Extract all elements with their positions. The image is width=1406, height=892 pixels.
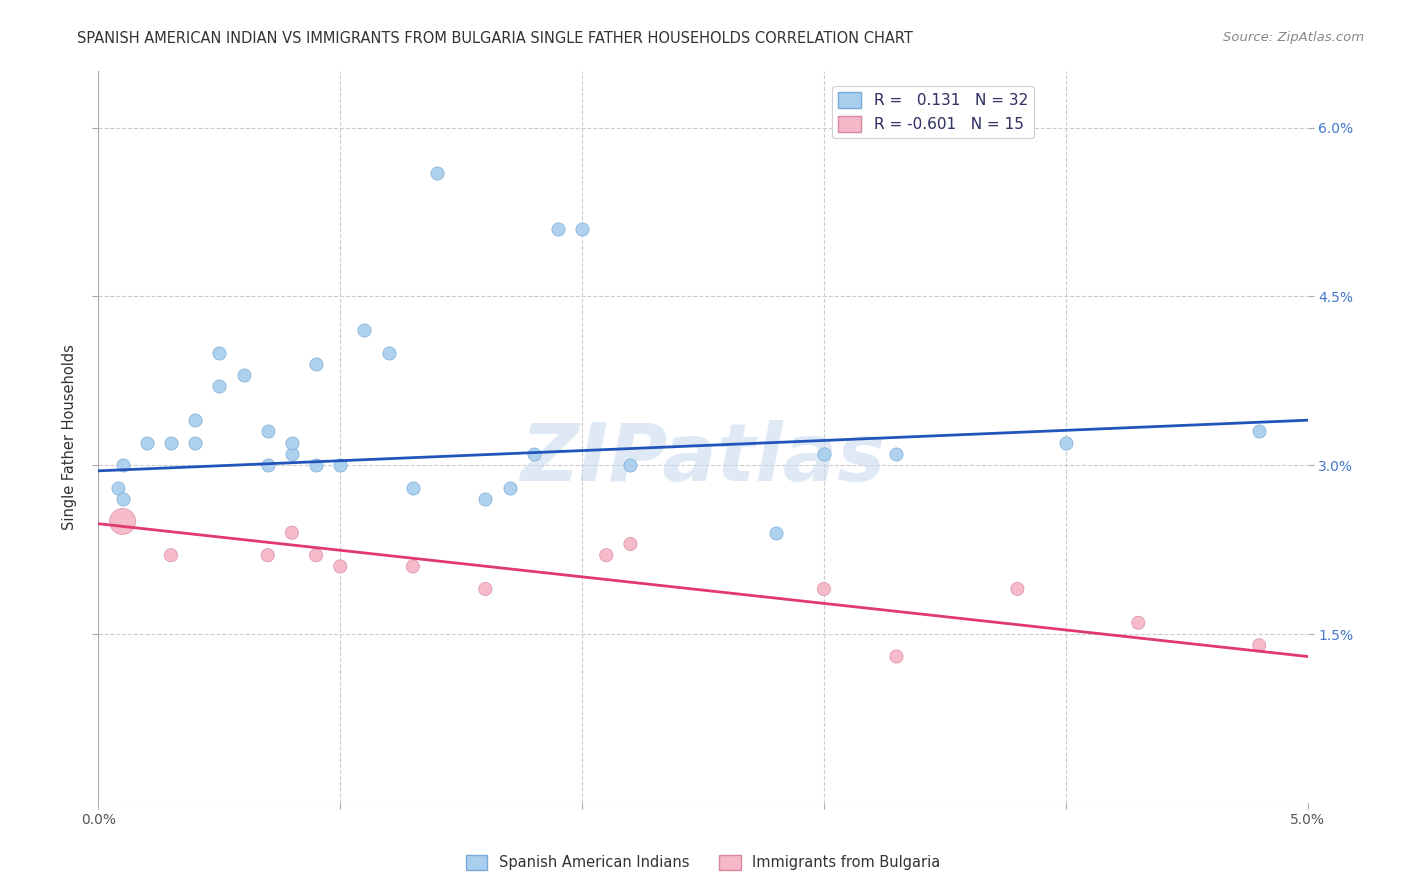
Point <box>1128 615 1150 630</box>
Point <box>498 481 520 495</box>
Point <box>281 525 304 540</box>
Point <box>160 435 183 450</box>
Text: Source: ZipAtlas.com: Source: ZipAtlas.com <box>1223 31 1364 45</box>
Point <box>426 166 449 180</box>
Point <box>619 458 641 473</box>
Text: ZIPatlas: ZIPatlas <box>520 420 886 498</box>
Point <box>571 222 593 236</box>
Point <box>886 447 908 461</box>
Point <box>184 413 207 427</box>
Text: SPANISH AMERICAN INDIAN VS IMMIGRANTS FROM BULGARIA SINGLE FATHER HOUSEHOLDS COR: SPANISH AMERICAN INDIAN VS IMMIGRANTS FR… <box>77 31 914 46</box>
Point <box>595 548 617 562</box>
Point <box>377 345 399 359</box>
Point <box>619 537 641 551</box>
Point <box>135 435 157 450</box>
Point <box>547 222 569 236</box>
Point <box>305 548 328 562</box>
Point <box>1249 638 1271 652</box>
Point <box>1249 425 1271 439</box>
Point <box>107 481 129 495</box>
Point <box>281 447 304 461</box>
Point <box>256 425 278 439</box>
Y-axis label: Single Father Households: Single Father Households <box>62 344 77 530</box>
Point <box>232 368 254 383</box>
Point <box>813 582 835 596</box>
Point <box>813 447 835 461</box>
Point <box>256 548 278 562</box>
Legend: Spanish American Indians, Immigrants from Bulgaria: Spanish American Indians, Immigrants fro… <box>460 848 946 876</box>
Point <box>523 447 546 461</box>
Point <box>402 481 425 495</box>
Point <box>329 458 352 473</box>
Point <box>353 323 375 337</box>
Point <box>474 582 496 596</box>
Point <box>208 345 231 359</box>
Legend: R =   0.131   N = 32, R = -0.601   N = 15: R = 0.131 N = 32, R = -0.601 N = 15 <box>832 87 1033 138</box>
Point <box>305 458 328 473</box>
Point <box>208 379 231 393</box>
Point <box>111 458 134 473</box>
Point <box>305 357 328 371</box>
Point <box>765 525 787 540</box>
Point <box>329 559 352 574</box>
Point <box>474 491 496 506</box>
Point <box>111 491 134 506</box>
Point <box>402 559 425 574</box>
Point <box>1054 435 1077 450</box>
Point <box>184 435 207 450</box>
Point <box>281 435 304 450</box>
Point <box>886 649 908 664</box>
Point <box>1007 582 1029 596</box>
Point <box>256 458 278 473</box>
Point <box>160 548 183 562</box>
Point <box>111 515 134 529</box>
